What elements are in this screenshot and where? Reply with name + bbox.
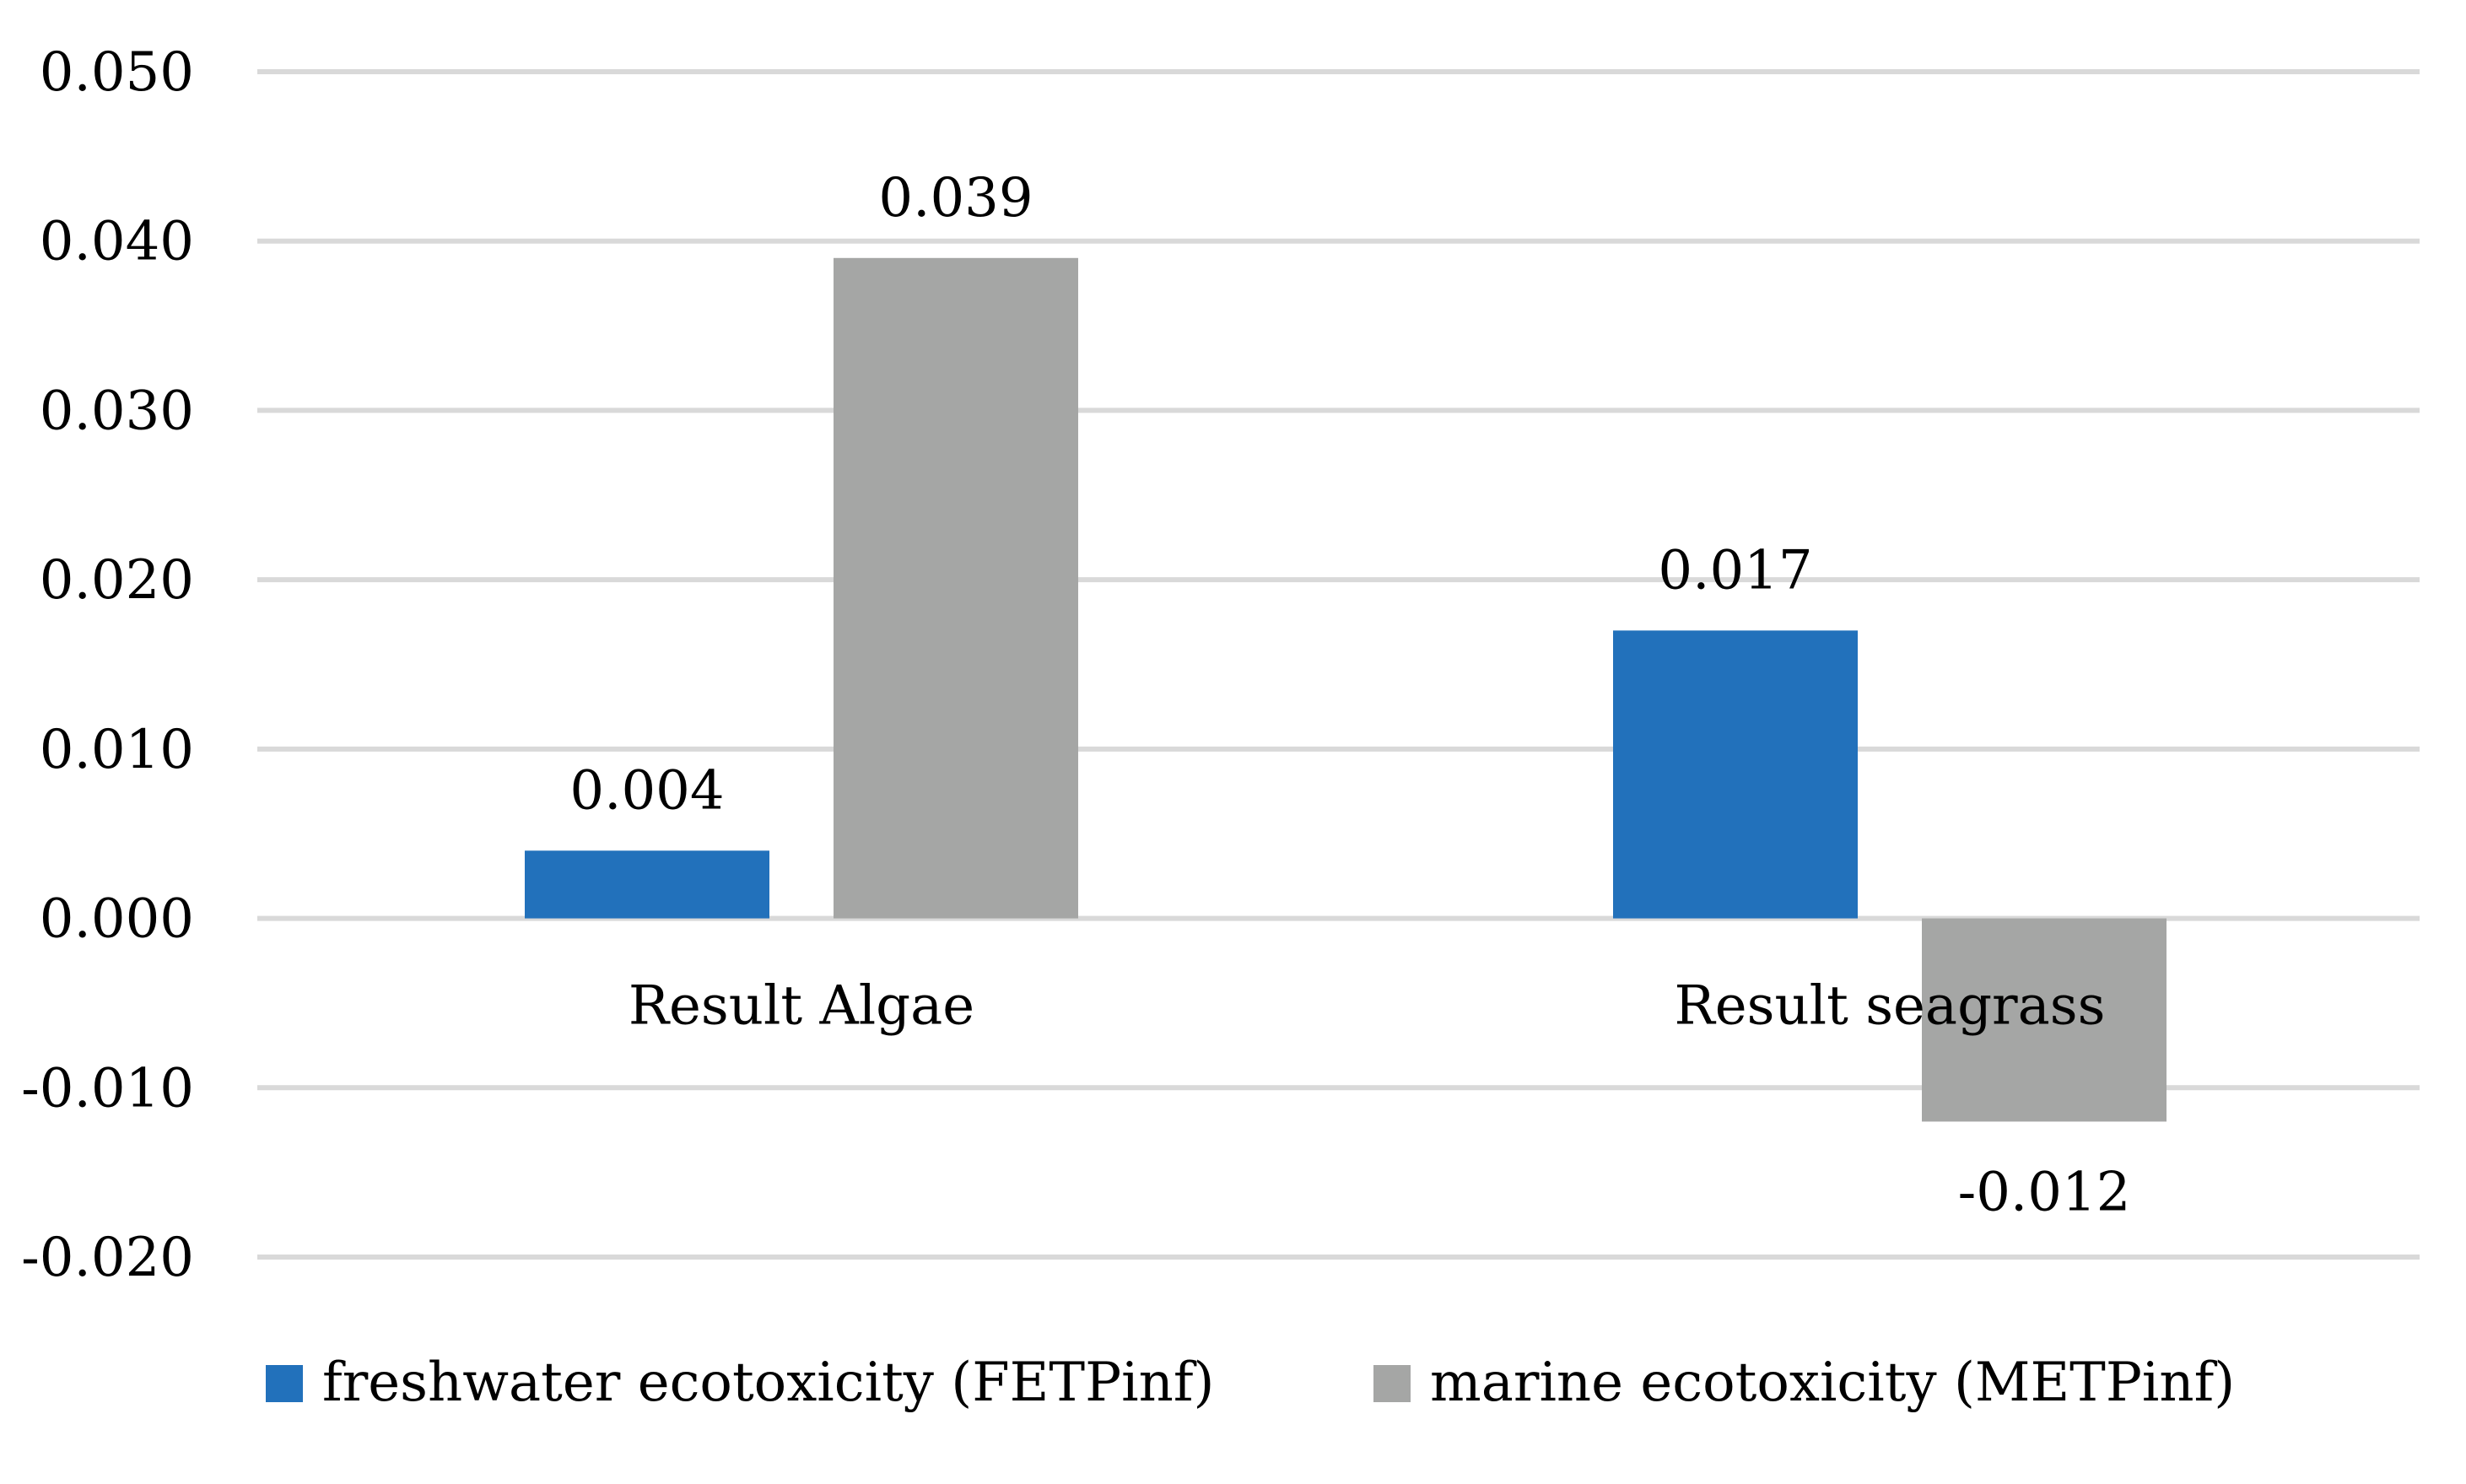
y-tick-label: 0.020	[40, 549, 194, 612]
data-label: 0.004	[569, 759, 724, 822]
category-labels: Result Algae Result seagrass	[629, 975, 2106, 1038]
category-label: Result seagrass	[1675, 975, 2106, 1038]
y-tick-label: -0.020	[21, 1227, 194, 1289]
bar	[1613, 630, 1858, 919]
bar	[1922, 918, 2167, 1122]
y-tick-label: -0.010	[21, 1057, 194, 1120]
y-axis-tick-labels: 0.050 0.040 0.030 0.020 0.010 0.000 -0.010 -0.0…	[21, 41, 194, 1289]
data-label: 0.017	[1658, 539, 1812, 602]
data-label: -0.012	[1958, 1161, 2131, 1223]
bar	[525, 850, 769, 919]
legend: freshwater ecotoxicity (FETPinf) marine e…	[266, 1352, 2235, 1414]
legend-label: marine ecotoxicity (METPinf)	[1430, 1352, 2235, 1414]
data-labels: 0.004 0.017 0.039 -0.012	[569, 167, 2130, 1224]
data-label: 0.039	[878, 167, 1033, 229]
legend-swatch	[266, 1365, 303, 1402]
legend-label: freshwater ecotoxicity (FETPinf)	[322, 1352, 1214, 1414]
bars	[525, 257, 2167, 1122]
y-tick-label: 0.040	[40, 211, 194, 273]
bar	[834, 257, 1078, 919]
y-tick-label: 0.030	[40, 380, 194, 442]
category-label: Result Algae	[629, 975, 974, 1038]
y-tick-label: 0.010	[40, 719, 194, 781]
y-tick-label: 0.050	[40, 41, 194, 104]
y-tick-label: 0.000	[40, 888, 194, 951]
legend-swatch	[1373, 1365, 1411, 1402]
